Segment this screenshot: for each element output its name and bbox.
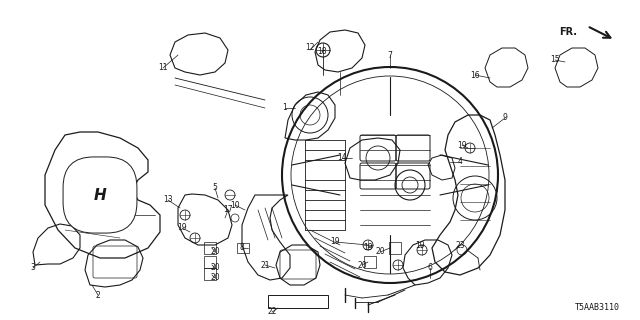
Text: 19: 19	[330, 237, 340, 246]
Text: 5: 5	[212, 183, 218, 193]
Text: 19: 19	[363, 244, 373, 252]
Text: 17: 17	[223, 205, 233, 214]
Text: 23: 23	[455, 241, 465, 250]
Text: 15: 15	[550, 55, 560, 65]
Text: 9: 9	[502, 114, 508, 123]
Text: 18: 18	[317, 47, 327, 57]
Text: 22: 22	[268, 308, 276, 316]
Text: 20: 20	[357, 260, 367, 269]
Text: 21: 21	[260, 260, 269, 269]
Text: 12: 12	[305, 44, 315, 52]
Text: T5AAB3110: T5AAB3110	[575, 303, 620, 312]
Text: 7: 7	[388, 51, 392, 60]
Text: 20: 20	[375, 247, 385, 257]
Text: 3: 3	[31, 263, 35, 273]
Text: 14: 14	[337, 154, 347, 163]
Text: 13: 13	[163, 196, 173, 204]
Text: 10: 10	[230, 201, 240, 210]
Text: 4: 4	[458, 157, 463, 166]
Text: H: H	[93, 188, 106, 203]
Text: 1: 1	[283, 103, 287, 113]
Text: 16: 16	[470, 70, 480, 79]
Text: 20: 20	[210, 263, 220, 273]
Text: 19: 19	[457, 140, 467, 149]
Text: 19: 19	[177, 223, 187, 233]
Text: 11: 11	[158, 63, 168, 73]
Text: 20: 20	[210, 274, 220, 283]
Text: 8: 8	[239, 244, 244, 252]
Text: 20: 20	[210, 247, 220, 257]
Text: 6: 6	[428, 263, 433, 273]
Text: 2: 2	[95, 291, 100, 300]
Text: 19: 19	[415, 241, 425, 250]
Text: FR.: FR.	[559, 27, 577, 37]
